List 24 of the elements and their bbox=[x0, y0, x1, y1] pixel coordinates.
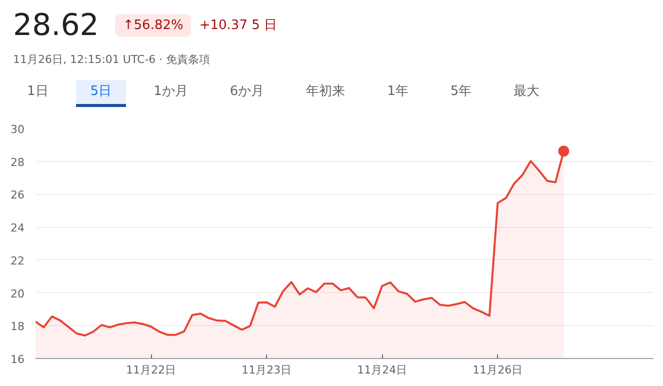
chart-title: 28.62 bbox=[13, 8, 99, 43]
y-tick-label: 16 bbox=[10, 353, 25, 366]
y-tick-label: 24 bbox=[10, 222, 25, 235]
text: 年初来 bbox=[305, 82, 346, 101]
x-tick-label: 11月26日 bbox=[472, 364, 523, 376]
x-tick-label: 11月24日 bbox=[357, 364, 408, 376]
x-tick-label: 11月22日 bbox=[126, 364, 176, 376]
y-tick-label: 18 bbox=[10, 320, 25, 334]
text: 1日 bbox=[26, 82, 50, 101]
text: 1年 bbox=[386, 82, 410, 101]
chart-subtitle: 11月26日, 12:15:01 UTC-6 · 免責条項 bbox=[13, 52, 212, 68]
y-tick-label: 28 bbox=[10, 156, 25, 169]
text: 最大 bbox=[512, 82, 541, 101]
y-tick-label: 26 bbox=[10, 188, 25, 202]
x-tick-label: 11月23日 bbox=[242, 364, 292, 376]
y-tick-label: 22 bbox=[10, 254, 25, 268]
text: 1か月 bbox=[152, 82, 189, 101]
y-tick-label: 20 bbox=[10, 287, 25, 300]
text: 6か月 bbox=[228, 82, 266, 101]
text: +10.37 5 日 bbox=[199, 18, 278, 34]
text: 5日 bbox=[76, 80, 126, 108]
y-tick-label: 30 bbox=[10, 123, 25, 136]
text: ↑56.82% bbox=[114, 14, 192, 38]
text: 5年 bbox=[449, 82, 473, 101]
